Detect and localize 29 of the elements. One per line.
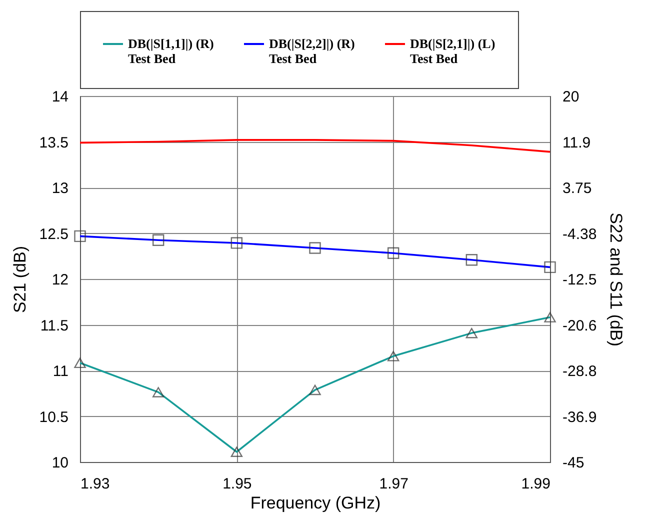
- y-tick-label: 10: [52, 454, 68, 472]
- y2-tick-label: 20: [562, 88, 580, 106]
- line-series: [79, 139, 551, 153]
- x-axis-title: Frequency (GHz): [250, 494, 381, 512]
- y-tick-label: 13: [52, 180, 68, 197]
- legend-label: DB(|S[2,1]|) (L) Test Bed: [410, 36, 496, 66]
- y-tick-label: 11: [52, 363, 68, 380]
- x-tick-label: 1.95: [222, 476, 252, 492]
- legend-label: DB(|S[1,1]|) (R) Test Bed: [128, 36, 214, 66]
- y-tick-label: 12.5: [39, 226, 68, 243]
- y-tick-label: 13.5: [39, 134, 68, 152]
- y2-tick-label: -28.8: [562, 363, 597, 380]
- y2-tick-label: 3.75: [562, 180, 592, 197]
- x-tick-label: 1.99: [521, 476, 550, 492]
- y2-axis-title: S22 and S11 (dB): [606, 212, 626, 346]
- y2-tick-label: -20.6: [562, 317, 597, 334]
- y-tick-label: 10.5: [39, 408, 68, 426]
- y-axis-title: S21 (dB): [10, 246, 30, 314]
- y-tick-label: 14: [52, 88, 68, 106]
- y2-tick-label: -36.9: [562, 408, 597, 426]
- x-tick-label: 1.97: [379, 476, 408, 492]
- y-tick-label: 12: [52, 272, 68, 288]
- x-tick-label: 1.93: [80, 476, 110, 492]
- y2-tick-label: -45: [562, 454, 584, 472]
- y-tick-label: 11.5: [40, 317, 68, 334]
- y2-tick-label: 11.9: [562, 134, 591, 152]
- legend-label: DB(|S[2,2]|) (R) Test Bed: [269, 36, 355, 66]
- y2-tick-label: -4.38: [562, 226, 597, 243]
- y2-tick-label: -12.5: [562, 272, 597, 288]
